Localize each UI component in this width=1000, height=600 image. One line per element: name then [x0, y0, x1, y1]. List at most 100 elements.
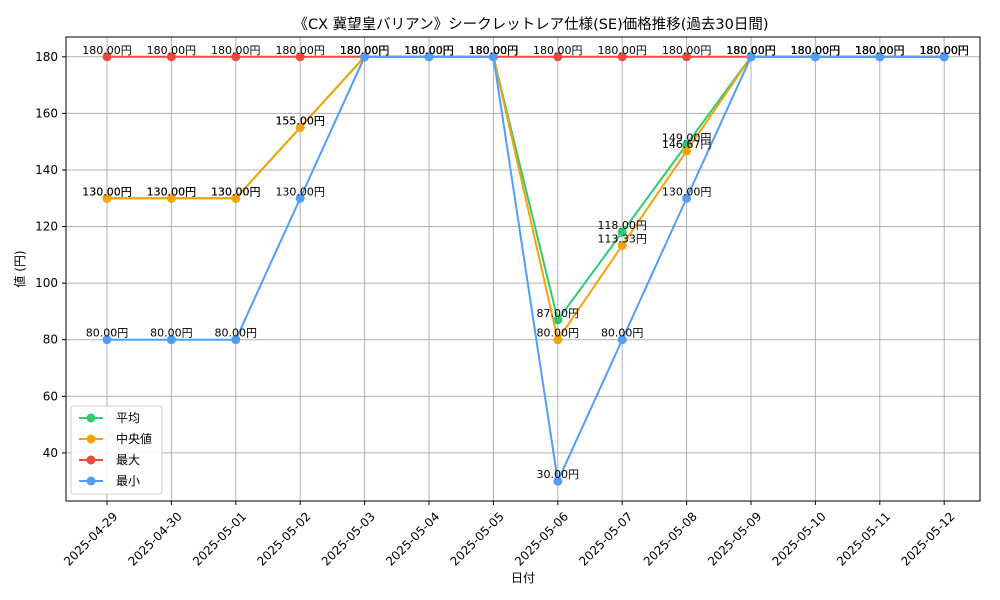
data-point — [424, 52, 434, 62]
data-point — [166, 52, 176, 62]
data-label: 180.00円 — [533, 44, 583, 57]
series-line — [107, 55, 945, 485]
data-label: 180.00円 — [469, 44, 519, 57]
grid-lines — [66, 37, 980, 501]
data-point — [617, 335, 627, 345]
data-label: 180.00円 — [597, 44, 647, 57]
x-tick-label: 2025-05-12 — [898, 509, 957, 568]
data-label: 30.00円 — [537, 468, 580, 481]
data-label: 130.00円 — [147, 185, 197, 198]
data-point — [166, 335, 176, 345]
data-point — [553, 335, 563, 345]
legend-label: 平均 — [116, 411, 140, 425]
data-label: 130.00円 — [211, 185, 261, 198]
data-point — [295, 52, 305, 62]
data-label: 180.00円 — [791, 44, 841, 57]
legend-marker — [86, 413, 96, 423]
legend-marker — [86, 455, 96, 465]
data-point — [617, 240, 627, 250]
x-tick-label: 2025-05-10 — [770, 509, 829, 568]
data-point — [488, 52, 498, 62]
data-label: 180.00円 — [404, 44, 454, 57]
data-label: 130.00円 — [211, 185, 261, 198]
x-tick-label: 2025-05-06 — [512, 509, 571, 568]
legend-marker — [86, 476, 96, 486]
data-label: 180.00円 — [82, 44, 132, 57]
x-axis-ticks: 2025-04-29 2025-04-30 2025-05-01 2025-05-02… — [61, 501, 958, 569]
data-label: 180.00円 — [855, 44, 905, 57]
data-label: 180.00円 — [855, 44, 905, 57]
data-label: 180.00円 — [404, 44, 454, 57]
data-point — [102, 193, 112, 203]
data-label: 87.00円 — [537, 307, 580, 320]
data-label: 130.00円 — [82, 185, 132, 198]
data-label: 180.00円 — [340, 44, 390, 57]
x-axis-label: 日付 — [511, 571, 535, 585]
data-point — [102, 52, 112, 62]
data-point — [939, 52, 949, 62]
data-point — [360, 52, 370, 62]
legend-label: 中央値 — [116, 431, 152, 446]
data-label: 180.00円 — [726, 44, 776, 57]
data-point — [231, 193, 241, 203]
data-label: 180.00円 — [791, 44, 841, 57]
x-tick-label: 2025-05-02 — [254, 509, 313, 568]
y-axis-ticks: 40 60 80 100 120 140 160 180 — [35, 50, 66, 460]
data-labels: 130.00円 130.00円 130.00円 155.00円 180.00円 180.0… — [82, 44, 969, 481]
data-point — [875, 52, 885, 62]
data-label: 180.00円 — [726, 44, 776, 57]
chart-title: 《CX 冀望皇バリアン》シークレットレア仕様(SE)価格推移(過去30日間) — [293, 16, 768, 33]
data-label: 130.00円 — [662, 185, 712, 198]
data-point — [553, 315, 563, 325]
data-label: 118.00円 — [597, 219, 647, 232]
x-tick-label: 2025-05-11 — [834, 509, 893, 568]
legend-marker — [86, 434, 96, 444]
x-tick-label: 2025-04-30 — [126, 509, 185, 568]
x-tick-label: 2025-05-03 — [319, 509, 378, 568]
data-point — [746, 52, 756, 62]
x-tick-label: 2025-05-07 — [576, 509, 635, 568]
data-label: 180.00円 — [340, 44, 390, 57]
data-point — [617, 227, 627, 237]
data-label: 130.00円 — [82, 185, 132, 198]
y-tick-label: 60 — [43, 389, 58, 403]
data-label: 80.00円 — [215, 327, 258, 340]
data-label: 155.00円 — [275, 115, 325, 128]
data-label: 130.00円 — [147, 185, 197, 198]
x-tick-label: 2025-05-04 — [383, 509, 442, 568]
data-label: 180.00円 — [469, 44, 519, 57]
data-label: 180.00円 — [726, 44, 776, 57]
legend-box — [70, 405, 163, 495]
data-label: 180.00円 — [919, 44, 969, 57]
data-point — [166, 193, 176, 203]
y-tick-label: 80 — [43, 333, 58, 347]
data-label: 180.00円 — [726, 44, 776, 57]
data-label: 180.00円 — [147, 44, 197, 57]
data-label: 180.00円 — [919, 44, 969, 57]
data-point — [617, 52, 627, 62]
x-tick-label: 2025-05-01 — [190, 509, 249, 568]
y-tick-label: 120 — [35, 220, 58, 234]
data-point — [553, 52, 563, 62]
y-tick-label: 140 — [35, 163, 58, 177]
y-tick-label: 160 — [35, 106, 58, 120]
data-point — [553, 476, 563, 486]
data-label: 130.00円 — [275, 185, 325, 198]
data-label: 180.00円 — [855, 44, 905, 57]
x-tick-label: 2025-05-05 — [448, 509, 507, 568]
data-point — [295, 123, 305, 133]
plot-frame — [65, 36, 981, 502]
data-point — [102, 335, 112, 345]
data-label: 113.33円 — [597, 232, 647, 245]
data-label: 180.00円 — [340, 44, 390, 57]
x-tick-label: 2025-04-29 — [61, 509, 120, 568]
data-label: 180.00円 — [404, 44, 454, 57]
data-label: 180.00円 — [275, 44, 325, 57]
data-label: 80.00円 — [150, 327, 193, 340]
data-label: 80.00円 — [601, 327, 644, 340]
data-label: 180.00円 — [469, 44, 519, 57]
y-axis-label: 値 (円) — [12, 250, 27, 287]
y-tick-label: 180 — [35, 50, 58, 64]
y-tick-label: 40 — [43, 446, 58, 460]
